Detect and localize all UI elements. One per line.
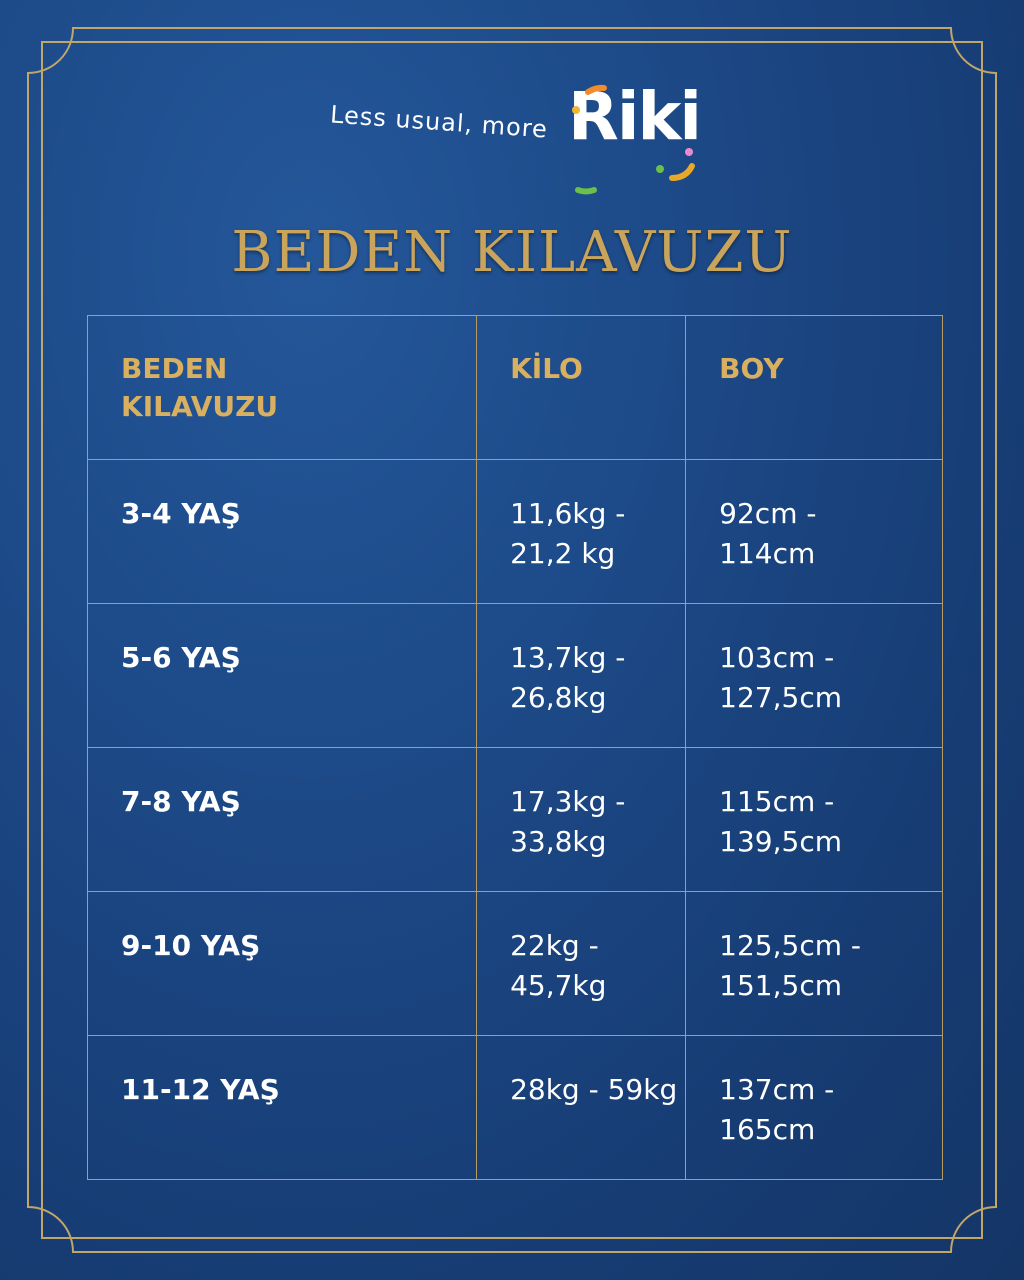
- logo-dots: [572, 84, 695, 195]
- height-cell: 103cm - 127,5cm: [685, 603, 943, 748]
- weight-cell: 13,7kg - 26,8kg: [476, 603, 687, 748]
- height-cell: 115cm - 139,5cm: [685, 747, 943, 892]
- table-row: 3-4 YAŞ 11,6kg - 21,2 kg 92cm - 114cm: [86, 459, 943, 604]
- age-cell: 11-12 YAŞ: [86, 1035, 478, 1180]
- weight-cell: 22kg - 45,7kg: [476, 891, 687, 1036]
- age-cell: 9-10 YAŞ: [86, 891, 478, 1036]
- age-cell: 3-4 YAŞ: [86, 459, 478, 604]
- height-cell: 125,5cm - 151,5cm: [685, 891, 943, 1036]
- table-row: 5-6 YAŞ 13,7kg - 26,8kg 103cm - 127,5cm: [86, 603, 943, 748]
- table-header-row: BEDEN KILAVUZU KİLO BOY: [86, 315, 943, 460]
- header-size: BEDEN KILAVUZU: [86, 315, 478, 460]
- height-cell: 92cm - 114cm: [685, 459, 943, 604]
- weight-cell: 28kg - 59kg: [476, 1035, 687, 1180]
- age-cell: 7-8 YAŞ: [86, 747, 478, 892]
- brand-logo: Less usual, more Riki: [320, 70, 720, 200]
- table-row: 9-10 YAŞ 22kg - 45,7kg 125,5cm - 151,5cm: [86, 891, 943, 1036]
- weight-cell: 17,3kg - 33,8kg: [476, 747, 687, 892]
- table-row: 7-8 YAŞ 17,3kg - 33,8kg 115cm - 139,5cm: [86, 747, 943, 892]
- size-table: BEDEN KILAVUZU KİLO BOY 3-4 YAŞ 11,6kg -…: [86, 315, 943, 1180]
- header-height: BOY: [685, 315, 943, 460]
- page-title: BEDEN KILAVUZU: [231, 220, 793, 285]
- age-cell: 5-6 YAŞ: [86, 603, 478, 748]
- header-weight: KİLO: [476, 315, 687, 460]
- table-row: 11-12 YAŞ 28kg - 59kg 137cm - 165cm: [86, 1035, 943, 1180]
- weight-cell: 11,6kg - 21,2 kg: [476, 459, 687, 604]
- height-cell: 137cm - 165cm: [685, 1035, 943, 1180]
